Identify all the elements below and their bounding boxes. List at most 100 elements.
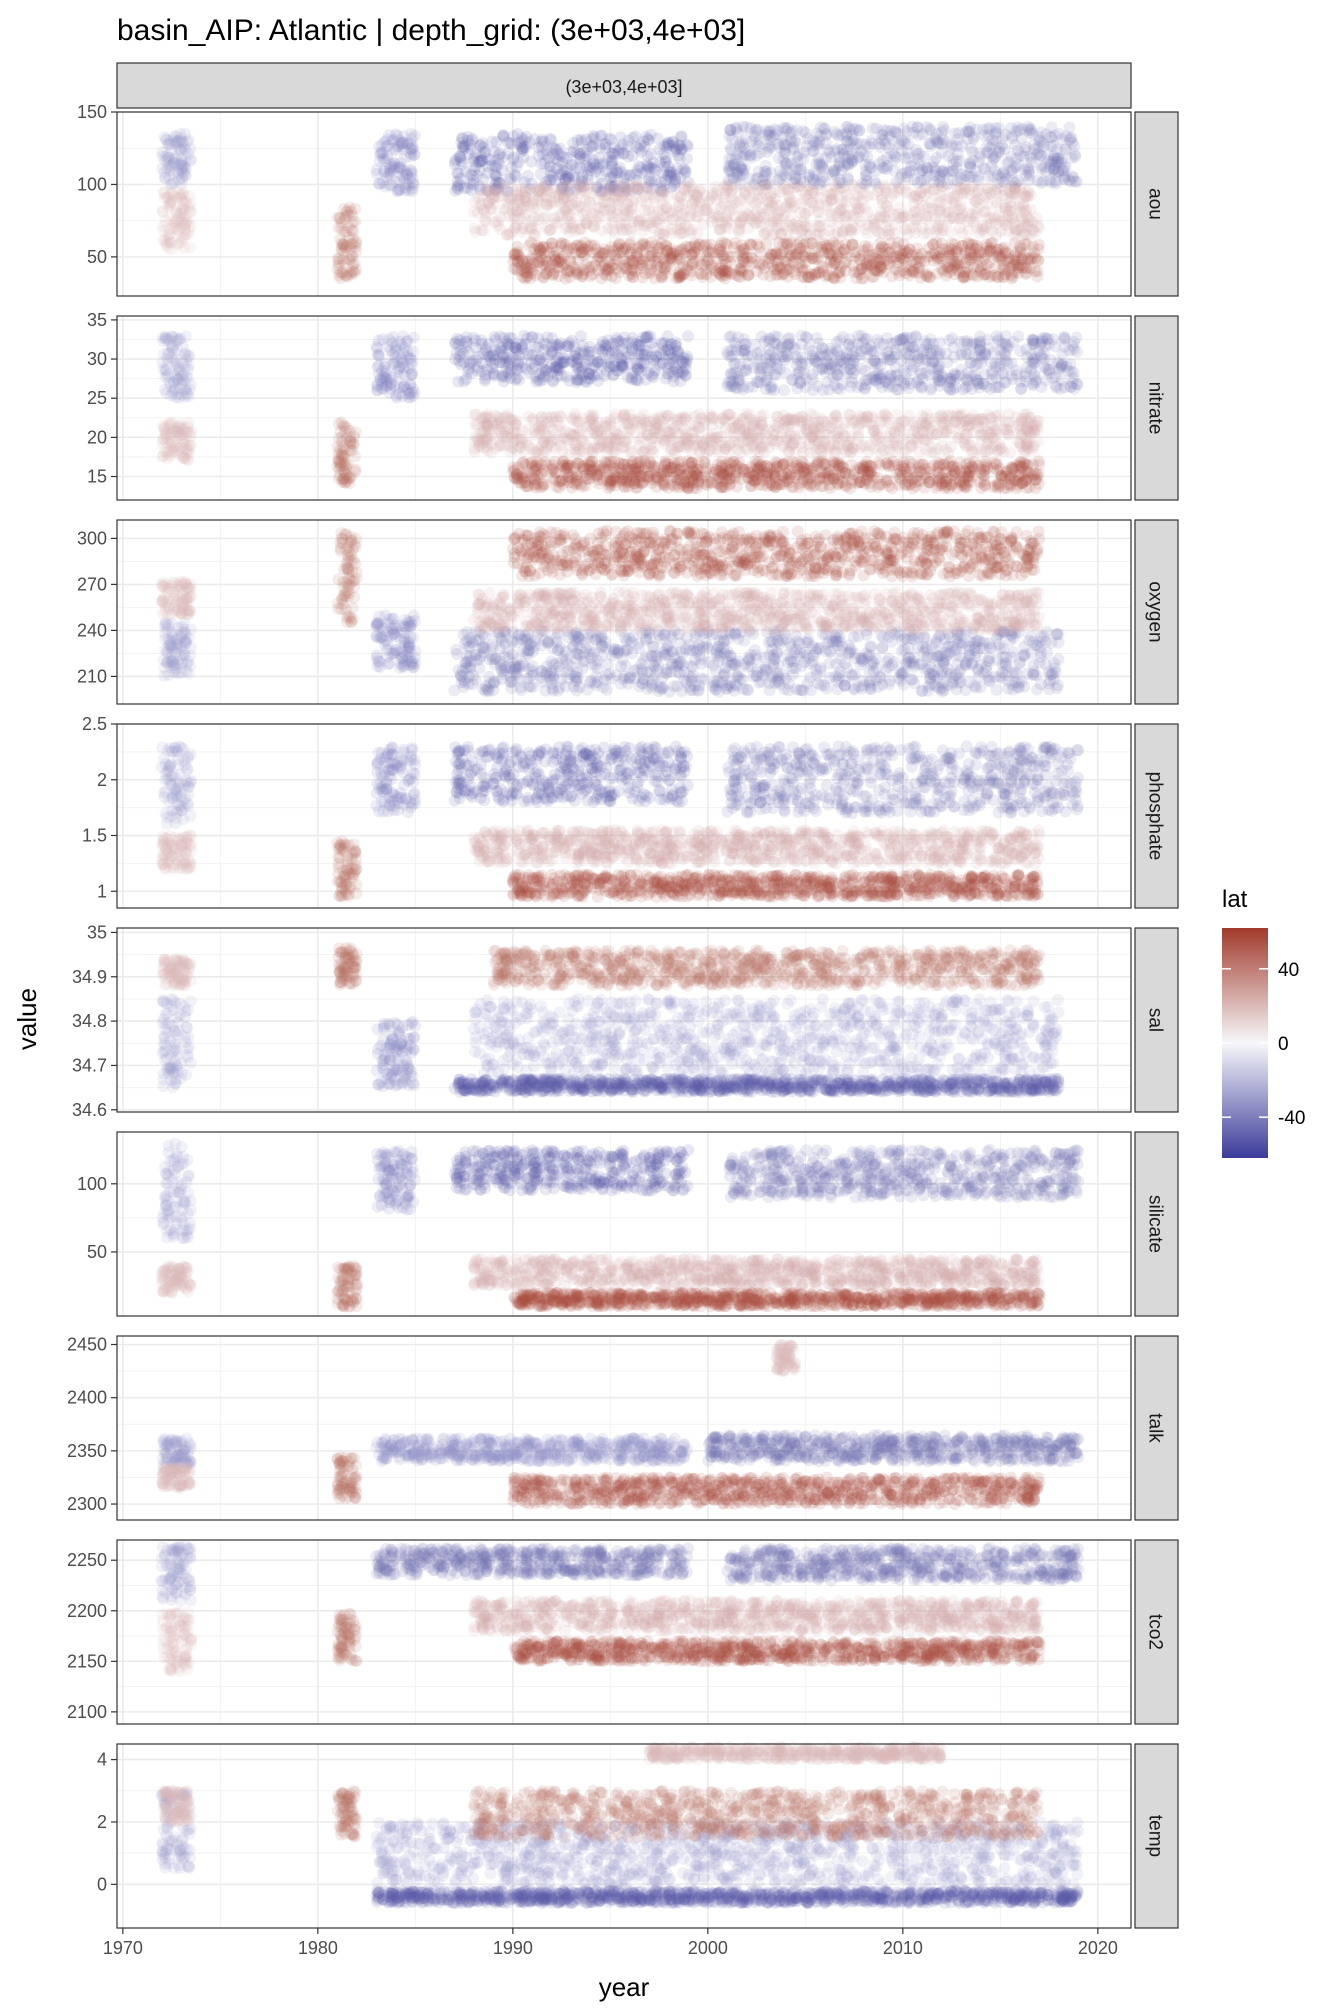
data-point	[507, 199, 520, 212]
data-point	[176, 158, 189, 171]
data-point	[349, 202, 362, 215]
data-point	[789, 247, 802, 260]
data-point	[184, 197, 197, 210]
data-point	[164, 196, 177, 209]
data-point	[954, 168, 967, 181]
data-point	[930, 224, 942, 237]
data-point	[169, 203, 182, 216]
data-point	[336, 267, 349, 280]
data-point	[349, 240, 362, 253]
data-point	[178, 216, 191, 229]
data-point	[159, 172, 172, 185]
data-point	[176, 160, 189, 173]
data-point	[179, 330, 192, 343]
data-point	[526, 253, 539, 265]
data-point	[635, 194, 648, 207]
data-point	[165, 178, 178, 190]
data-point	[338, 256, 351, 269]
data-point	[577, 207, 590, 220]
data-point	[347, 237, 360, 250]
data-point	[629, 181, 642, 193]
data-point	[178, 142, 191, 155]
data-point	[772, 209, 784, 222]
data-point	[619, 203, 632, 216]
data-point	[404, 391, 417, 404]
data-point	[468, 195, 481, 208]
data-point	[685, 248, 698, 261]
data-point	[829, 163, 842, 176]
data-point	[167, 376, 180, 389]
data-point	[179, 223, 192, 235]
data-point	[718, 191, 731, 204]
data-point	[479, 434, 492, 447]
data-point	[176, 186, 189, 199]
data-point	[807, 139, 819, 152]
data-point	[853, 124, 866, 137]
data-point	[789, 268, 801, 281]
data-point	[858, 240, 871, 252]
data-point	[1050, 177, 1062, 190]
data-point	[164, 164, 177, 177]
data-point	[168, 177, 181, 190]
data-point	[575, 330, 587, 343]
data-point	[1000, 423, 1013, 436]
data-point	[1021, 191, 1034, 203]
data-point	[156, 204, 169, 217]
data-point	[175, 235, 188, 248]
data-point	[161, 149, 174, 162]
data-point	[487, 198, 500, 210]
data-point	[179, 127, 192, 140]
data-point	[894, 424, 907, 437]
data-point	[169, 222, 182, 235]
data-point	[168, 167, 181, 180]
data-point	[551, 414, 564, 427]
data-point	[974, 265, 987, 278]
data-point	[887, 187, 900, 200]
data-point	[500, 335, 513, 348]
data-point	[622, 150, 635, 163]
data-point	[175, 163, 187, 175]
data-point	[682, 185, 695, 198]
data-point	[340, 268, 352, 281]
data-point	[334, 272, 347, 285]
data-point	[669, 339, 682, 352]
data-point	[802, 426, 815, 439]
data-point	[340, 225, 353, 238]
data-point	[703, 443, 716, 456]
data-point	[1006, 130, 1019, 142]
data-point	[174, 207, 187, 220]
data-point	[337, 238, 350, 251]
data-point	[914, 271, 927, 284]
data-point	[852, 430, 865, 443]
data-point	[526, 330, 539, 343]
data-point	[888, 164, 901, 177]
data-point	[662, 426, 675, 439]
data-point	[344, 242, 357, 255]
data-point	[523, 222, 536, 235]
data-point	[779, 147, 792, 160]
data-point	[180, 195, 193, 208]
data-point	[1035, 176, 1048, 189]
data-point	[895, 144, 908, 157]
data-point	[373, 177, 386, 190]
data-point	[332, 269, 345, 282]
data-point	[928, 175, 941, 188]
data-point	[985, 269, 998, 282]
data-point	[743, 149, 756, 162]
data-point	[331, 262, 344, 275]
data-point	[348, 266, 361, 279]
data-point	[1041, 149, 1054, 161]
data-point	[586, 368, 599, 381]
data-point	[998, 169, 1011, 182]
data-point	[179, 154, 192, 167]
data-point	[856, 411, 869, 424]
data-point	[500, 410, 513, 423]
data-point	[751, 238, 764, 251]
data-point	[347, 258, 359, 271]
data-point	[337, 238, 349, 251]
data-point	[984, 443, 996, 456]
data-point	[175, 153, 188, 166]
data-point	[924, 124, 937, 137]
data-point	[176, 232, 189, 245]
data-point	[348, 257, 361, 270]
